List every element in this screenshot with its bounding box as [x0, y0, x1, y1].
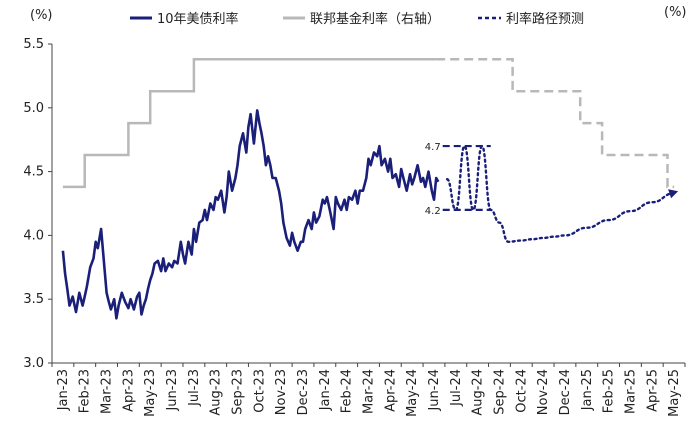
x-tick-label: Feb-25: [602, 369, 617, 413]
y-tick-label: 4.5: [23, 165, 44, 180]
band-label: 4.7: [425, 142, 441, 153]
legend-label-fed-funds: 联邦基金利率（右轴）: [310, 11, 440, 27]
left-axis-unit: (%): [30, 8, 53, 23]
x-tick-label: May-24: [405, 369, 420, 417]
x-tick-label: Feb-23: [78, 369, 93, 413]
treasury-10y-line: [61, 109, 440, 320]
x-tick-label: Dec-23: [296, 369, 311, 415]
x-tick-label: Jul-23: [187, 369, 202, 407]
fed-funds-forecast-line: [436, 58, 675, 189]
x-tick-label: Apr-23: [121, 369, 136, 412]
axes: 3.0 3.5 4.0 4.5 5.0 5.5 Jan-23 Feb-23 Mar-23 Apr-…: [23, 37, 686, 417]
x-tick-label: Nov-24: [536, 369, 551, 415]
right-axis-unit: (%): [664, 5, 687, 20]
x-tick-label: Aug-24: [471, 369, 486, 416]
x-tick-label: Mar-25: [623, 369, 638, 414]
y-tick-label: 5.5: [23, 37, 44, 52]
x-tick-label: Sep-23: [231, 369, 246, 415]
legend-label-forecast: 利率路径预测: [506, 11, 584, 27]
annotation-layer: 4.7 4.2: [425, 142, 491, 217]
x-tick-label: Sep-24: [492, 369, 507, 415]
x-tick-label: Mar-24: [362, 369, 377, 414]
x-tick-label: Jan-24: [318, 369, 333, 411]
series-layer: [61, 58, 679, 320]
x-tick-label: Jan-25: [580, 369, 595, 411]
x-tick-label: May-23: [143, 369, 158, 417]
x-tick-label: Apr-25: [645, 369, 660, 412]
x-tick-label: Oct-24: [514, 369, 529, 413]
y-tick-label: 3.5: [23, 292, 44, 307]
forecast-path-line: [445, 144, 676, 243]
y-tick-label: 5.0: [23, 101, 44, 116]
x-tick-label: Jan-23: [56, 369, 71, 411]
fed-funds-line: [62, 58, 437, 189]
x-tick-label: Feb-24: [340, 369, 355, 413]
band-label: 4.2: [425, 206, 441, 217]
x-tick-label: May-25: [667, 369, 682, 417]
x-tick-label: Dec-24: [558, 369, 573, 415]
forecast-arrow-head: [668, 189, 679, 199]
x-tick-label: Jul-24: [449, 369, 464, 407]
legend: 10年美债利率 联邦基金利率（右轴） 利率路径预测: [130, 11, 584, 27]
x-tick-label: Mar-23: [100, 369, 115, 414]
x-tick-label: Jun-23: [165, 369, 180, 412]
y-tick-label: 3.0: [23, 356, 44, 371]
x-tick-label: Oct-23: [252, 369, 267, 413]
y-tick-label: 4.0: [23, 228, 44, 243]
x-tick-label: Aug-23: [209, 369, 224, 416]
x-tick-label: Nov-23: [274, 369, 289, 415]
x-tick-label: Jun-24: [427, 369, 442, 412]
legend-label-treasury: 10年美债利率: [157, 11, 239, 27]
x-tick-label: Apr-24: [383, 369, 398, 412]
